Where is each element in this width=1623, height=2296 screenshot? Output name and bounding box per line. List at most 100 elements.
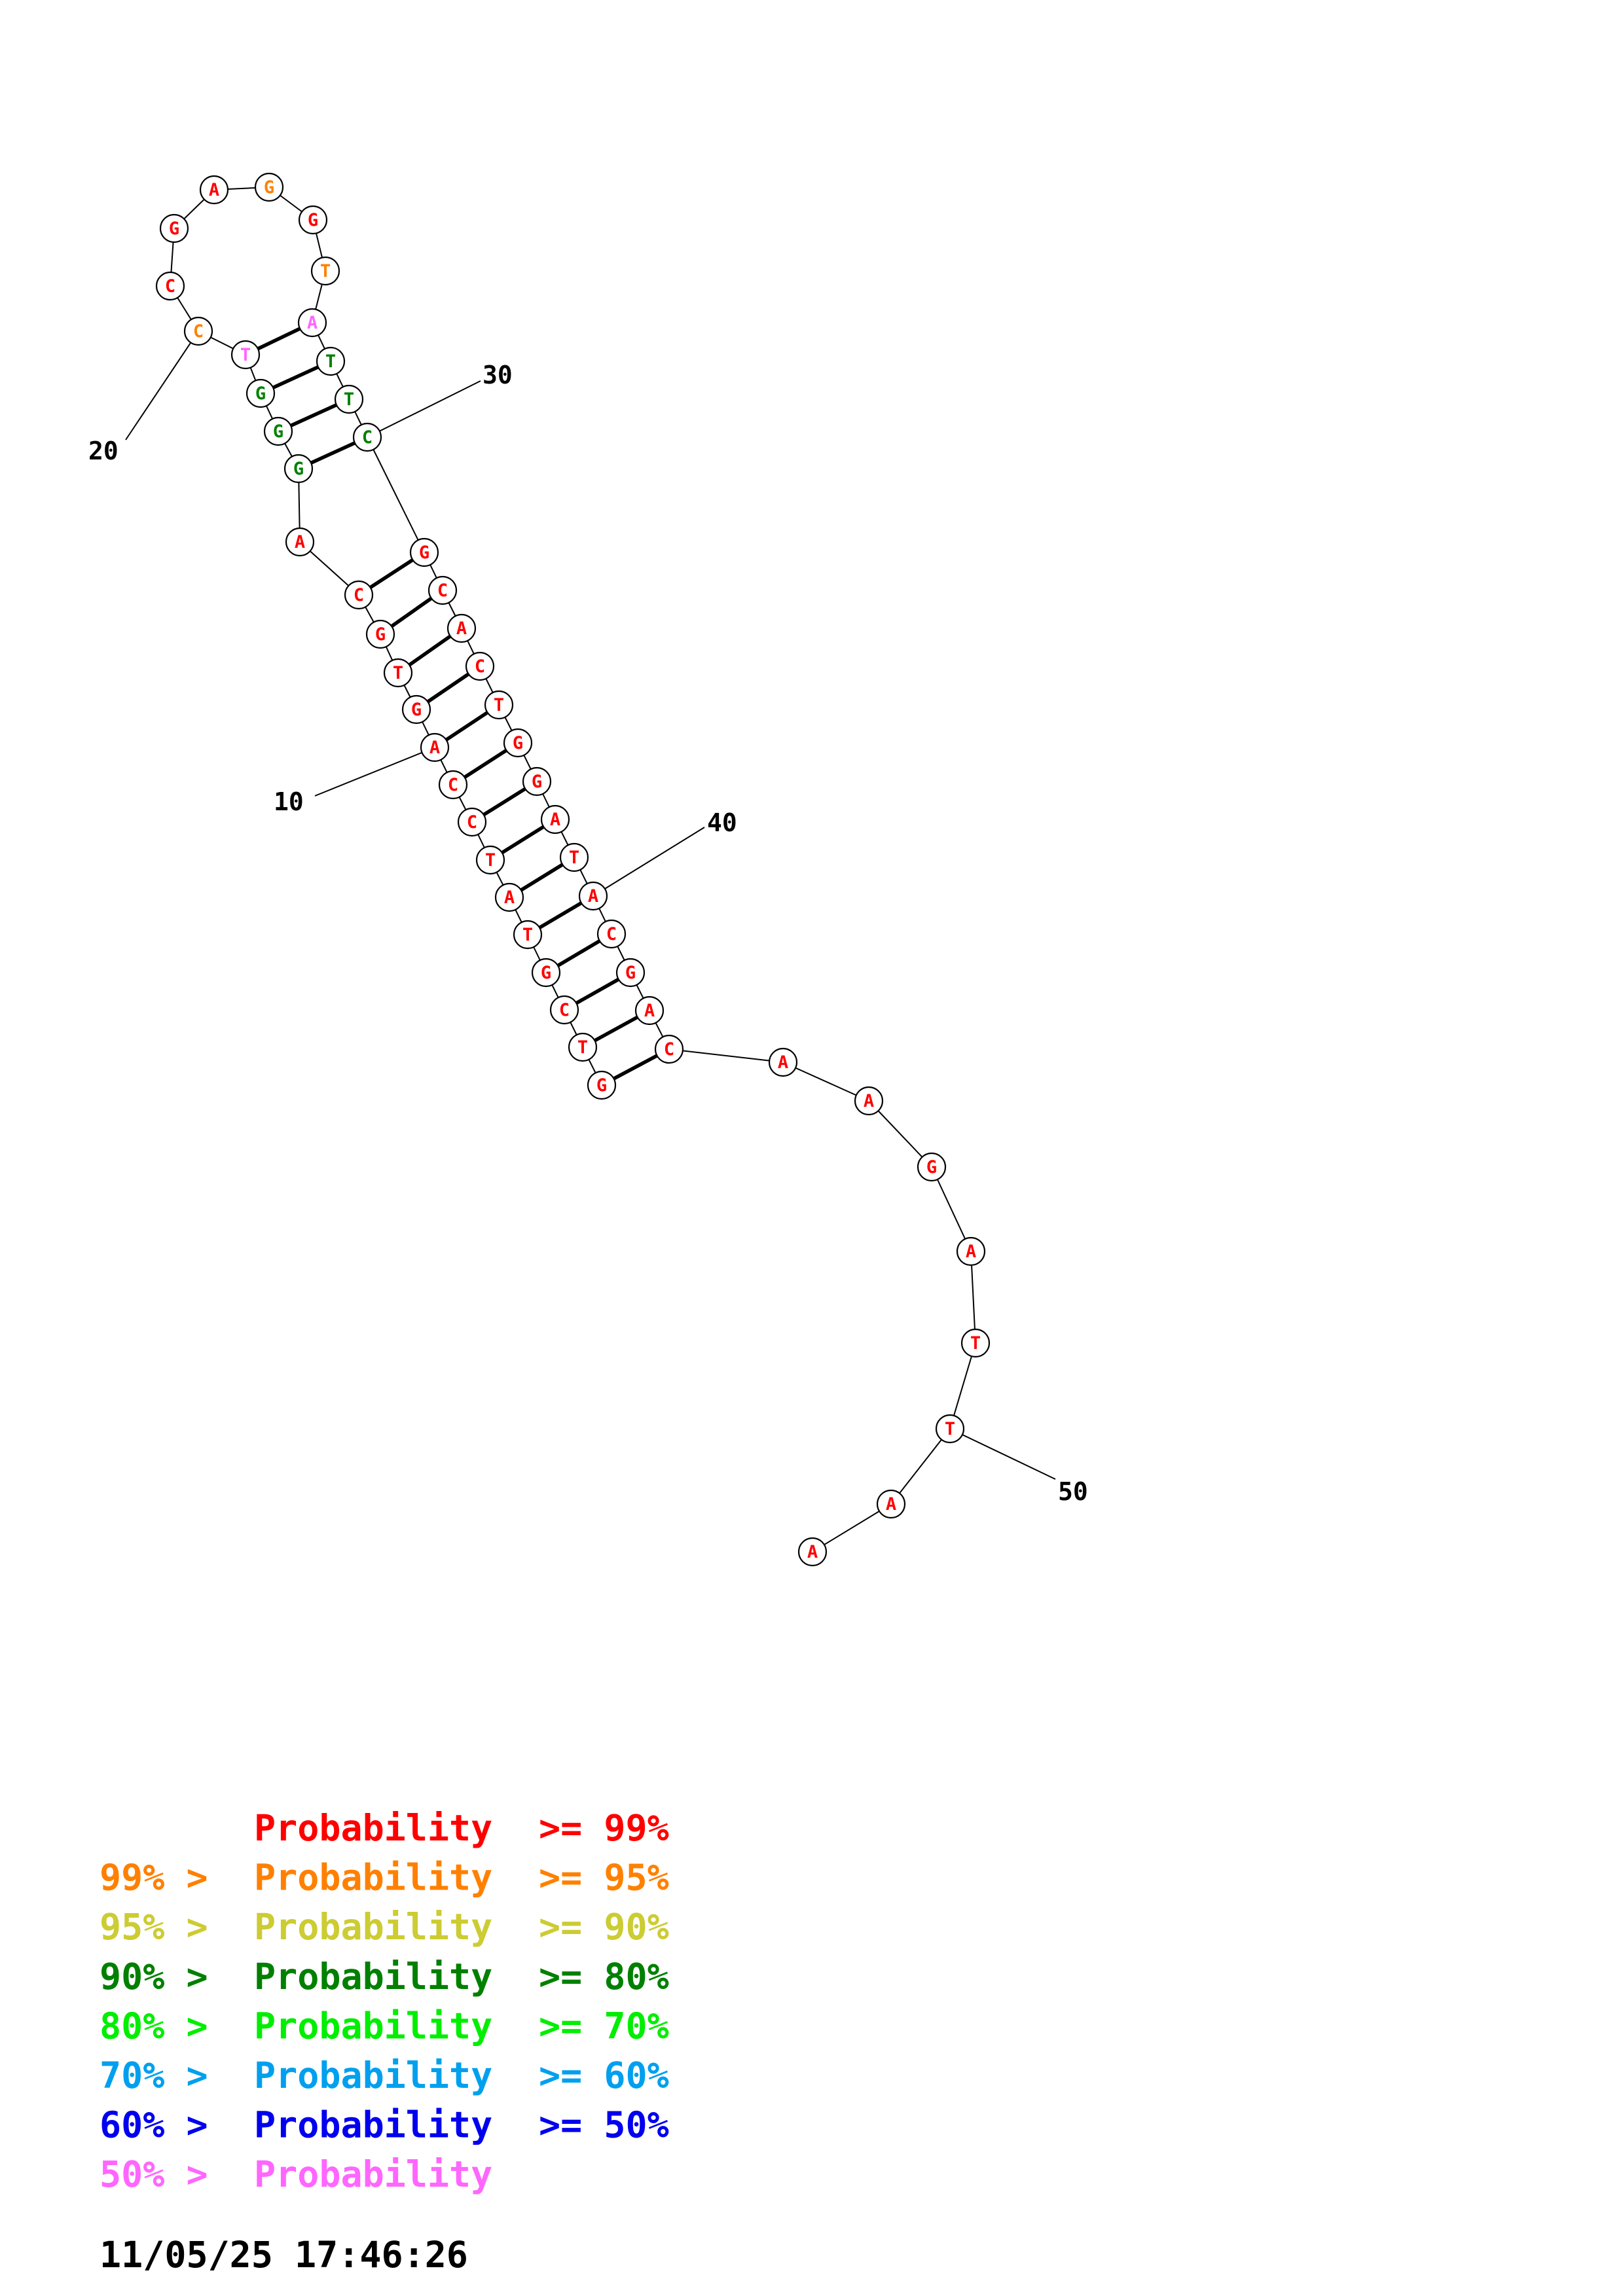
nucleotide-letter: C [559, 1000, 570, 1020]
base-pair-bond [575, 977, 620, 1005]
index-label: 50 [1058, 1477, 1088, 1506]
nucleotide: C [596, 919, 627, 949]
legend-label: Probability [254, 1956, 492, 1998]
legend-label: Probability [254, 1906, 492, 1948]
base-pair-bond [520, 863, 564, 892]
nucleotide: T [960, 1328, 991, 1358]
nucleotide: G [401, 694, 431, 725]
nucleotide-circle [457, 807, 487, 837]
index-tick-line [367, 380, 481, 438]
legend-suffix: >= 70% [539, 2005, 669, 2047]
nucleotide-letter: G [411, 700, 422, 720]
nucleotide-circle [559, 842, 589, 872]
nucleotide: C [654, 1034, 684, 1064]
nucleotide: G [246, 378, 276, 408]
nucleotide-circle [183, 316, 213, 346]
legend-prefix: 50% > [100, 2153, 208, 2195]
nucleotide: A [297, 308, 327, 338]
nucleotide-circle [310, 256, 340, 286]
base-pair-bond [390, 596, 433, 628]
nucleotide: G [298, 205, 328, 235]
nucleotide-circle [159, 213, 189, 243]
base-pair-bond [272, 365, 319, 389]
nucleotide-circle [956, 1236, 986, 1266]
nucleotide-circle [917, 1152, 947, 1182]
nucleotide-circle [420, 732, 450, 762]
nucleotide-circle [438, 770, 468, 800]
nucleotide-letter: C [467, 812, 477, 833]
nucleotide-circle [263, 416, 293, 446]
nucleotide-circle [383, 658, 413, 688]
base-pair-bonds [257, 327, 658, 1081]
base-pair-bond [426, 672, 470, 704]
nucleotide-circle [285, 527, 315, 557]
base-pair-bond [483, 787, 526, 817]
nucleotide: T [310, 256, 340, 286]
backbone-segment [949, 1342, 976, 1429]
nucleotide: C [438, 770, 468, 800]
nucleotide-letter: A [807, 1542, 818, 1562]
nucleotide-letter: C [664, 1039, 674, 1060]
base-pair-bond [538, 901, 583, 929]
legend-prefix: 70% > [100, 2054, 208, 2096]
nucleotide-letter: G [926, 1157, 937, 1177]
nucleotide-letter: A [307, 313, 318, 333]
nucleotide-circle [344, 580, 374, 610]
nucleotide: C [465, 651, 495, 681]
index-label: 40 [707, 808, 737, 837]
nucleotide-letter: C [606, 924, 617, 944]
nucleotide: T [334, 384, 364, 414]
nucleotide-circle [531, 958, 561, 988]
nucleotide-circle [246, 378, 276, 408]
index-tick-line [949, 1428, 1056, 1480]
nucleotide-letter: C [165, 276, 175, 296]
nucleotide-letter: A [504, 888, 515, 908]
nucleotide-letter: G [255, 384, 266, 404]
backbone-segment [812, 1503, 892, 1552]
nucleotide-letter: T [494, 695, 504, 715]
nucleotide-circle [230, 340, 261, 370]
nucleotide-circle [503, 728, 533, 758]
legend-suffix: >= 99% [539, 1807, 669, 1849]
legend-prefix: 90% > [100, 1956, 208, 1998]
nucleotide-circle [484, 690, 514, 720]
nucleotide: A [797, 1537, 828, 1567]
nucleotide-circle [254, 172, 284, 202]
nucleotide-circle [447, 613, 477, 643]
nucleotide-circle [465, 651, 495, 681]
nucleotide-letter: T [970, 1333, 981, 1354]
nucleotide-circle [634, 996, 665, 1026]
index-tick-line [593, 827, 705, 897]
nucleotide: A [447, 613, 477, 643]
nucleotide-letter: A [456, 619, 467, 639]
nucleotide-circle [615, 958, 646, 988]
nucleotide-letter: C [193, 321, 204, 342]
legend-label: Probability [254, 2104, 492, 2146]
nucleotide-letter: A [550, 810, 560, 830]
base-pair-bond [289, 403, 338, 427]
nucleotide-letter: T [393, 663, 403, 683]
nucleotide-circle [297, 308, 327, 338]
nucleotide-circle [475, 845, 505, 875]
nucleotide-letter: G [375, 624, 386, 645]
backbone-segment [782, 1062, 869, 1102]
backbone-segment [668, 1049, 784, 1063]
nucleotide-circle [199, 175, 229, 205]
nucleotide: T [559, 842, 589, 872]
base-pair-bond [369, 558, 414, 589]
nucleotide: A [420, 732, 450, 762]
base-pair-bond [408, 634, 452, 667]
nucleotide-circle [352, 422, 382, 452]
nucleotide: C [183, 316, 213, 346]
nucleotide: A [634, 996, 665, 1026]
nucleotide-circle [409, 537, 439, 567]
nucleotide: G [522, 766, 552, 797]
base-pair-bond [613, 1054, 658, 1081]
index-label: 10 [274, 787, 304, 816]
nucleotide-circle [155, 271, 185, 301]
nucleotide: A [768, 1047, 798, 1077]
nucleotide-circle [428, 575, 458, 605]
legend-prefix: 95% > [100, 1906, 208, 1948]
nucleotide-circle [522, 766, 552, 797]
